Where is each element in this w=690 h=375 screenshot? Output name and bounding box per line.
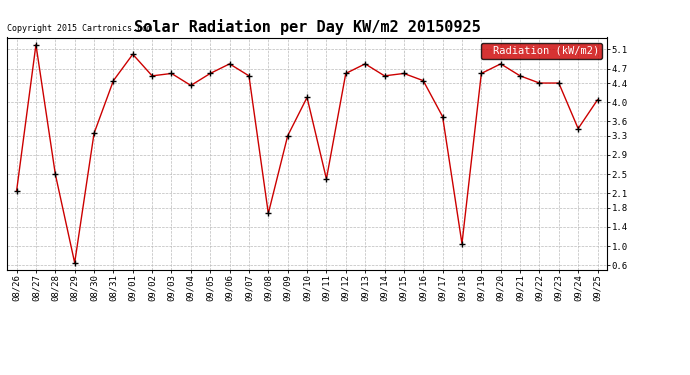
Text: Copyright 2015 Cartronics.com: Copyright 2015 Cartronics.com [7,24,152,33]
Title: Solar Radiation per Day KW/m2 20150925: Solar Radiation per Day KW/m2 20150925 [134,19,480,35]
Legend: Radiation (kW/m2): Radiation (kW/m2) [481,43,602,59]
